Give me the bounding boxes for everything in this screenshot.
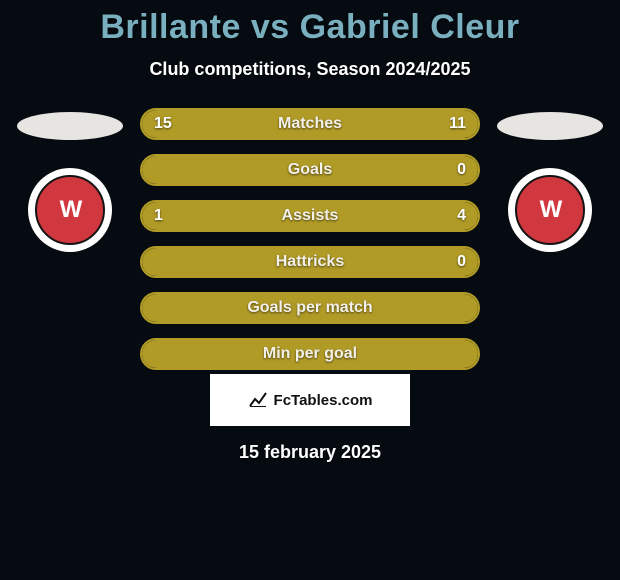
player-right-headshot (497, 112, 603, 140)
stat-fill-left (142, 202, 209, 230)
club-mark-right: W (540, 196, 561, 224)
player-right-column: W (490, 108, 610, 252)
stat-bar: Goals per match (140, 292, 480, 324)
main-row: W 15Matches11Goals01Assists4Hattricks0Go… (0, 108, 620, 370)
stat-bar: Goals 0 (140, 154, 480, 186)
stat-label: Min per goal (263, 345, 357, 363)
stat-label: Hattricks (276, 253, 344, 271)
player-left-headshot (17, 112, 123, 140)
infographic-container: Brillante vs Gabriel Cleur Club competit… (0, 0, 620, 463)
source-label: FcTables.com (274, 392, 373, 409)
stat-label: Goals per match (247, 299, 372, 317)
stat-label: Assists (282, 207, 339, 225)
club-mark-left: W (60, 196, 81, 224)
stat-label: Matches (278, 115, 342, 133)
club-badge-right: W (508, 168, 592, 252)
stats-column: 15Matches11Goals01Assists4Hattricks0Goal… (140, 108, 480, 370)
club-badge-left-inner: W (35, 175, 105, 245)
stat-value-left: 1 (154, 207, 163, 225)
stat-bar: Hattricks 0 (140, 246, 480, 278)
stat-value-left: 15 (154, 115, 172, 133)
stat-value-right: 0 (457, 161, 466, 179)
page-title: Brillante vs Gabriel Cleur (100, 8, 519, 47)
club-badge-right-inner: W (515, 175, 585, 245)
chart-icon (248, 390, 268, 410)
stat-bar: 1 Assists 4 (140, 200, 480, 232)
date-label: 15 february 2025 (239, 442, 381, 463)
stat-bar: 15 Matches 11 (140, 108, 480, 140)
source-box: FcTables.com (210, 374, 410, 426)
stat-value-right: 4 (457, 207, 466, 225)
stat-value-right: 0 (457, 253, 466, 271)
player-left-column: W (10, 108, 130, 252)
stat-label: Goals (288, 161, 332, 179)
subtitle: Club competitions, Season 2024/2025 (149, 59, 470, 80)
stat-bar: Min per goal (140, 338, 480, 370)
stat-fill-right (209, 202, 478, 230)
stat-value-right: 11 (449, 115, 466, 133)
club-badge-left: W (28, 168, 112, 252)
